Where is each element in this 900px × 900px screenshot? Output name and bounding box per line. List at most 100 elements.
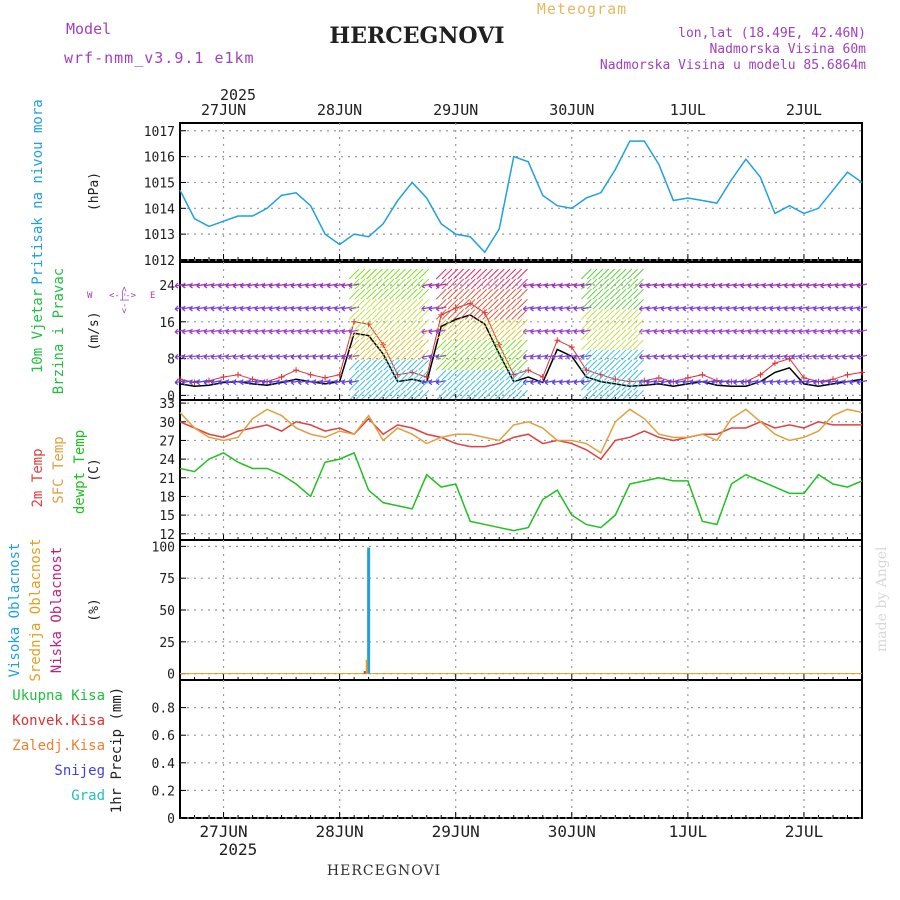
wind-hatch [377,329,389,341]
wind-hatch [383,319,395,330]
wind-hatch [598,288,610,300]
wind-hatch [447,339,459,351]
wind-hatch [505,329,517,341]
gust-marker [278,374,285,380]
series-line-udari [179,302,863,384]
ytick-label-pressure-5: 1017 [144,125,175,140]
wind-hatch [377,349,389,361]
wind-hatch [488,268,499,280]
wind-arrow-icon [348,379,360,386]
wind-hatch [441,390,453,401]
wind-hatch [598,309,610,320]
wind-hatch [395,268,406,280]
ytick-label-temperature-1: 15 [159,509,175,524]
wind-hatch [580,369,592,381]
panel-frame-pressure [179,122,863,261]
wind-hatch [418,268,430,280]
wind-arrow-icon [580,328,592,335]
wind-hatch [389,390,401,401]
wind-hatch [517,359,528,371]
wind-hatch [511,329,523,341]
wind-hatch [360,309,372,320]
wind-hatch [604,329,615,341]
ytick-label-pressure-1: 1013 [144,228,175,243]
wind-hatch [517,268,528,280]
wind-hatch [493,390,505,401]
wind-hatch [592,359,604,371]
wind-hatch [366,268,377,280]
gust-marker [336,371,343,378]
wind-hatch [395,359,406,371]
wind-hatch [383,359,395,371]
wind-hatch [488,349,499,361]
wind-hatch [401,298,412,310]
wind-hatch [580,288,592,300]
wind-hatch [586,278,598,290]
wind-hatch [418,329,430,341]
wind-hatch [586,288,598,300]
wind-hatch [493,339,505,351]
wind-hatch [580,309,592,320]
top-day-label-2: 29JUN [433,101,478,119]
wind-arrow-icon [856,353,868,360]
wind-hatch [360,268,372,280]
wind-hatch [488,369,499,381]
ytick-label-pressure-4: 1016 [144,151,175,166]
wind-hatch [348,329,360,341]
wind-hatch [615,390,627,401]
model-label: Model [66,20,111,38]
ytick-label-wind-2: 16 [159,316,175,331]
wind-hatch [511,339,523,351]
wind-hatch [493,309,505,320]
axis-label-brzina-i-pravac: Brzina i Pravac [51,268,67,394]
wind-hatch [395,319,406,330]
wind-hatch [389,319,401,330]
wind-hatch [609,268,621,280]
wind-hatch [511,359,523,371]
precip-legend-0: Ukupna Kisa [12,688,105,704]
ytick-label-wind-0: 0 [167,389,175,404]
wind-hatch [354,309,366,320]
top-day-label-1: 28JUN [317,101,362,119]
wind-hatch [470,298,482,310]
wind-hatch [482,379,493,391]
wind-hatch [505,379,517,391]
wind-hatch [401,329,412,341]
wind-hatch [453,359,464,371]
wind-hatch [615,369,627,381]
wind-hatch [371,329,383,341]
wind-hatch [609,390,621,401]
wind-hatch [470,268,482,280]
wind-hatch [505,268,517,280]
unit-label-wind: (m/s) [87,311,102,350]
wind-hatch [459,339,470,351]
ytick-label-temperature-0: 12 [159,528,175,543]
wind-hatch [499,268,511,280]
wind-hatch [604,369,615,381]
wind-hatch [580,339,592,351]
wind-hatch [406,278,418,290]
wind-hatch [348,369,360,381]
wind-hatch [470,349,482,361]
wind-hatch [360,298,372,310]
wind-hatch [354,278,366,290]
chart-type-label: Meteogram [537,0,627,18]
gust-marker [409,369,416,376]
gust-marker [235,371,242,378]
wind-hatch [493,359,505,371]
wind-hatch [592,298,604,310]
wind-hatch [493,298,505,310]
wind-hatch [435,329,447,341]
wind-hatch [598,349,610,361]
wind-hatch [604,339,615,351]
wind-hatch [366,359,377,371]
wind-hatch [395,379,406,391]
wind-hatch [633,288,644,300]
wind-hatch [406,390,418,401]
wind-hatch [406,319,418,330]
wind-hatch [609,298,621,310]
ytick-label-clouds-2: 50 [159,604,175,619]
wind-hatch [621,349,633,361]
wind-hatch [598,329,610,341]
wind-hatch [633,359,644,371]
